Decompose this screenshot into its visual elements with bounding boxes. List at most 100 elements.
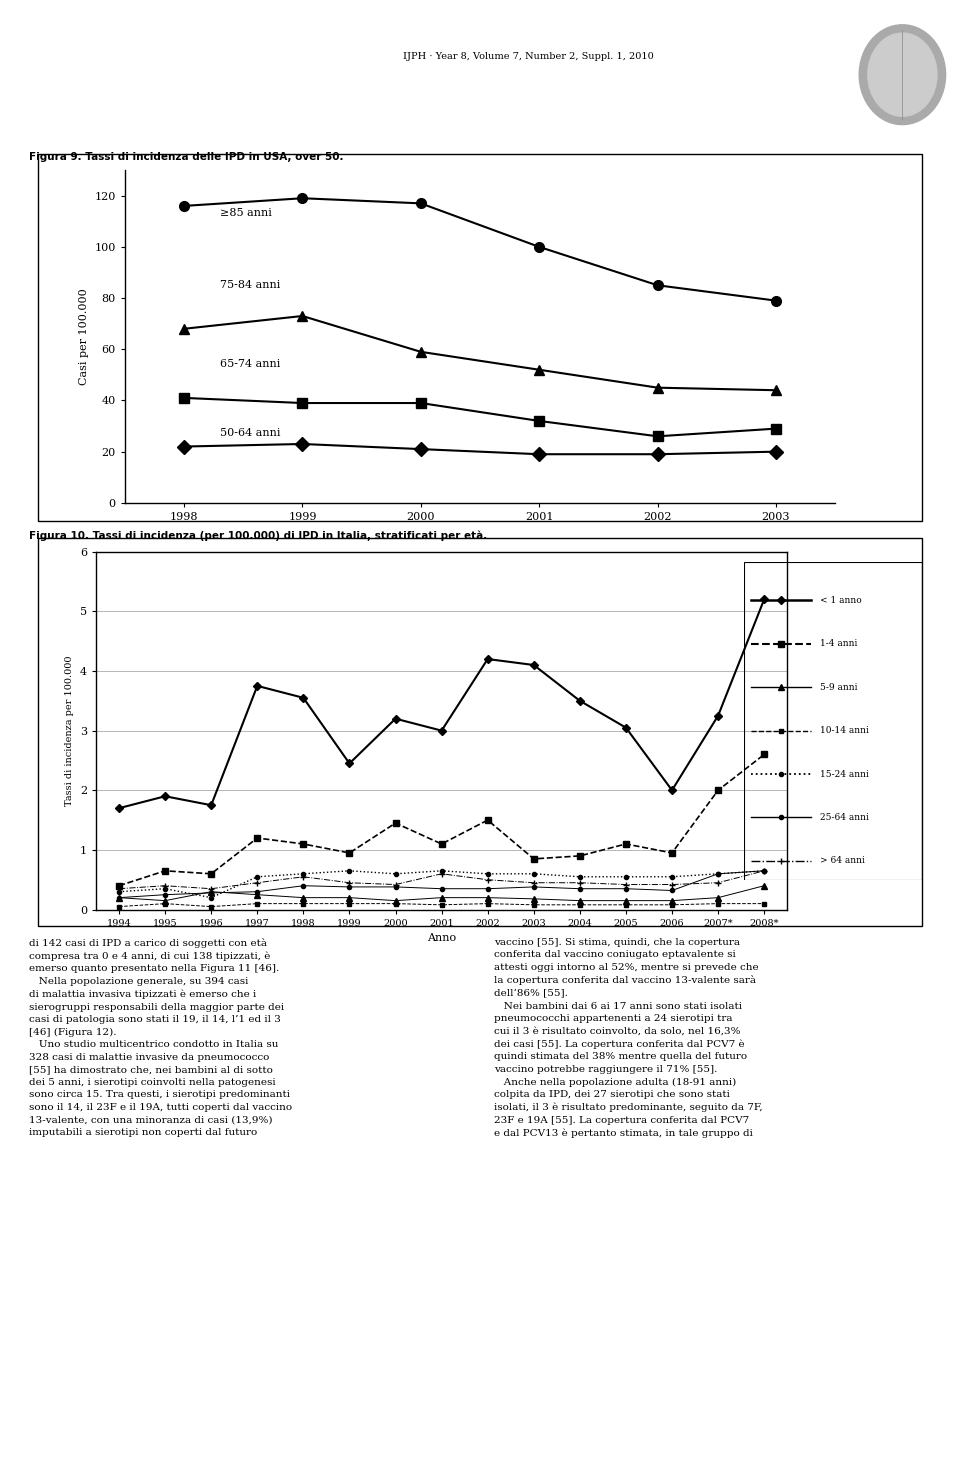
- > 64 anni: [482, 871, 493, 889]
- < 1 anno: [620, 719, 632, 737]
- 15-24 anni: [482, 865, 493, 883]
- > 64 anni: [159, 877, 171, 895]
- Y-axis label: Tassi di incidenza per 100.000: Tassi di incidenza per 100.000: [65, 655, 74, 806]
- 1-4 anni: [574, 847, 586, 865]
- > 64 anni: [758, 862, 770, 880]
- 5-9 anni: [482, 889, 493, 907]
- > 64 anni: [252, 874, 263, 892]
- > 64 anni: [620, 876, 632, 893]
- Text: 10-14 anni: 10-14 anni: [821, 726, 869, 735]
- Text: di 142 casi di IPD a carico di soggetti con età
compresa tra 0 e 4 anni, di cui : di 142 casi di IPD a carico di soggetti …: [29, 938, 292, 1137]
- 1-4 anni: [482, 810, 493, 828]
- Text: CAPITOLO 2: CAPITOLO 2: [247, 1445, 329, 1457]
- Line: 15-24 anni: 15-24 anni: [117, 868, 766, 899]
- 15-24 anni: [758, 862, 770, 880]
- 1-4 anni: [758, 745, 770, 763]
- 5-9 anni: [712, 889, 724, 907]
- < 1 anno: [528, 657, 540, 674]
- 1-4 anni: [620, 836, 632, 853]
- 10-14 anni: [528, 896, 540, 914]
- 1-4 anni: [252, 830, 263, 847]
- X-axis label: Anno: Anno: [427, 933, 456, 944]
- 10-14 anni: [758, 895, 770, 913]
- > 64 anni: [390, 876, 401, 893]
- > 64 anni: [666, 876, 678, 893]
- < 1 anno: [344, 754, 355, 772]
- 1-4 anni: [666, 845, 678, 862]
- 15-24 anni: [712, 865, 724, 883]
- Line: 10-14 anni: 10-14 anni: [117, 902, 766, 908]
- 10-14 anni: [252, 895, 263, 913]
- > 64 anni: [528, 874, 540, 892]
- 15-24 anni: [574, 868, 586, 886]
- 5-9 anni: [205, 883, 217, 901]
- < 1 anno: [712, 707, 724, 725]
- 25-64 anni: [205, 884, 217, 902]
- 25-64 anni: [298, 877, 309, 895]
- 25-64 anni: [666, 881, 678, 899]
- > 64 anni: [113, 880, 125, 898]
- 25-64 anni: [344, 879, 355, 896]
- 5-9 anni: [574, 892, 586, 910]
- Y-axis label: Casi per 100.000: Casi per 100.000: [79, 288, 89, 385]
- 25-64 anni: [436, 880, 447, 898]
- Text: 65-74 anni: 65-74 anni: [220, 359, 280, 370]
- < 1 anno: [113, 799, 125, 816]
- 10-14 anni: [159, 895, 171, 913]
- Line: 5-9 anni: 5-9 anni: [116, 883, 767, 904]
- < 1 anno: [390, 710, 401, 728]
- 15-24 anni: [436, 862, 447, 880]
- 25-64 anni: [758, 862, 770, 880]
- > 64 anni: [205, 880, 217, 898]
- Text: Figura 10. Tassi di incidenza (per 100.000) di IPD in Italia, stratificati per e: Figura 10. Tassi di incidenza (per 100.0…: [29, 531, 487, 541]
- 25-64 anni: [252, 883, 263, 901]
- Text: 15-24 anni: 15-24 anni: [821, 769, 869, 778]
- Line: > 64 anni: > 64 anni: [115, 867, 768, 892]
- 25-64 anni: [113, 889, 125, 907]
- Text: 5-9 anni: 5-9 anni: [821, 683, 858, 692]
- 25-64 anni: [712, 865, 724, 883]
- Ellipse shape: [859, 25, 946, 124]
- 15-24 anni: [205, 889, 217, 907]
- 1-4 anni: [712, 781, 724, 799]
- < 1 anno: [252, 677, 263, 695]
- 15-24 anni: [666, 868, 678, 886]
- 10-14 anni: [298, 895, 309, 913]
- Line: < 1 anno: < 1 anno: [116, 596, 767, 810]
- 1-4 anni: [205, 865, 217, 883]
- 10-14 anni: [712, 895, 724, 913]
- 1-4 anni: [390, 815, 401, 833]
- < 1 anno: [159, 787, 171, 805]
- < 1 anno: [298, 689, 309, 707]
- 15-24 anni: [390, 865, 401, 883]
- 1-4 anni: [298, 836, 309, 853]
- 15-24 anni: [528, 865, 540, 883]
- < 1 anno: [482, 651, 493, 669]
- 25-64 anni: [482, 880, 493, 898]
- Text: IJPH · Year 8, Volume 7, Number 2, Suppl. 1, 2010: IJPH · Year 8, Volume 7, Number 2, Suppl…: [402, 52, 654, 61]
- Text: Figura 9. Tassi di incidenza delle IPD in USA, over 50.: Figura 9. Tassi di incidenza delle IPD i…: [29, 152, 344, 163]
- 10-14 anni: [344, 895, 355, 913]
- 15-24 anni: [344, 862, 355, 880]
- Text: < 1 anno: < 1 anno: [821, 596, 862, 605]
- > 64 anni: [298, 868, 309, 886]
- 5-9 anni: [666, 892, 678, 910]
- Text: > 64 anni: > 64 anni: [821, 856, 865, 865]
- > 64 anni: [574, 874, 586, 892]
- > 64 anni: [436, 865, 447, 883]
- 5-9 anni: [436, 889, 447, 907]
- 15-24 anni: [298, 865, 309, 883]
- 5-9 anni: [344, 889, 355, 907]
- Ellipse shape: [868, 33, 937, 117]
- 10-14 anni: [390, 895, 401, 913]
- 15-24 anni: [620, 868, 632, 886]
- 5-9 anni: [758, 877, 770, 895]
- 25-64 anni: [390, 879, 401, 896]
- 25-64 anni: [159, 886, 171, 904]
- 15-24 anni: [159, 880, 171, 898]
- 15-24 anni: [113, 883, 125, 901]
- 5-9 anni: [390, 892, 401, 910]
- Text: 50-64 anni: 50-64 anni: [220, 429, 280, 438]
- Text: 1-4 anni: 1-4 anni: [821, 639, 857, 648]
- Line: 1-4 anni: 1-4 anni: [116, 751, 767, 889]
